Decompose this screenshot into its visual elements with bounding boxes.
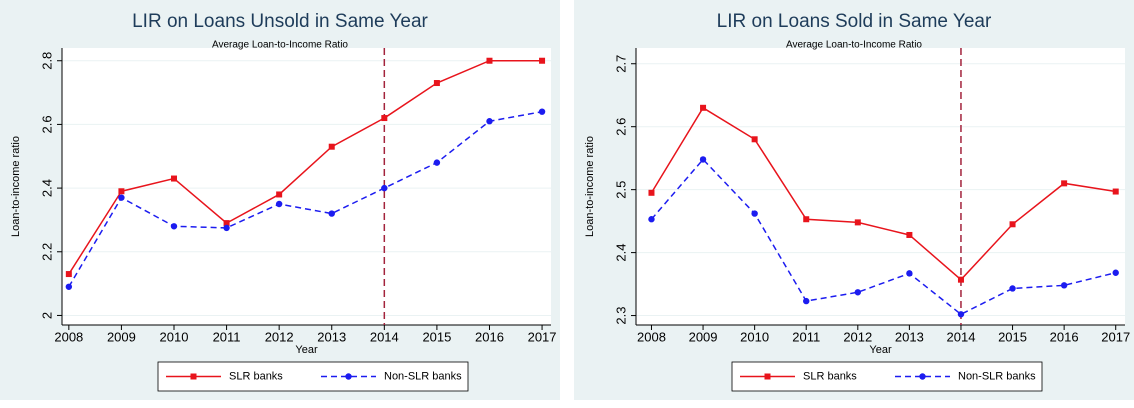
marker (751, 210, 758, 217)
x-tick-label: 2009 (689, 329, 718, 344)
x-tick-label: 2010 (740, 329, 769, 344)
marker (957, 311, 965, 318)
marker (433, 159, 441, 166)
legend-label: Non-SLR banks (384, 370, 462, 382)
x-tick-label: 2015 (998, 329, 1027, 344)
marker (118, 194, 125, 201)
marker (539, 57, 546, 64)
marker (699, 156, 707, 163)
x-tick-label: 2017 (1101, 329, 1130, 344)
marker (223, 220, 230, 227)
marker (803, 297, 810, 305)
x-tick-label: 2014 (947, 329, 976, 344)
x-axis-label: Year (295, 344, 318, 356)
x-tick-label: 2015 (422, 329, 451, 344)
y-tick-label: 2.2 (39, 243, 54, 261)
marker (381, 184, 388, 192)
marker (1061, 180, 1068, 187)
x-tick-label: 2012 (265, 329, 294, 344)
x-tick-label: 2009 (107, 329, 136, 344)
series-line (68, 59, 543, 275)
x-tick-label: 2008 (637, 329, 666, 344)
marker (486, 57, 493, 64)
marker (433, 80, 440, 87)
marker (648, 189, 655, 196)
marker (700, 104, 707, 111)
marker (328, 143, 335, 150)
plot-area (636, 48, 1125, 325)
marker (1112, 269, 1119, 276)
x-tick-label: 2016 (475, 329, 504, 344)
y-axis-label: Loan-to-income ratio (10, 136, 22, 237)
series-line (68, 110, 543, 288)
legend-label: SLR banks (803, 370, 857, 382)
marker (803, 216, 810, 223)
y-axis-label: Loan-to-income ratio (584, 136, 596, 237)
chart-subtitle: Average Loan-to-Income Ratio (786, 40, 922, 51)
marker (275, 200, 283, 208)
marker (65, 283, 73, 290)
x-tick-label: 2016 (1050, 329, 1079, 344)
marker (1009, 285, 1016, 292)
series-line (650, 158, 1116, 316)
marker (1060, 282, 1068, 289)
y-tick-label: 2.4 (39, 179, 54, 197)
y-tick-label: 2.5 (613, 181, 628, 199)
x-tick-label: 2013 (895, 329, 924, 344)
marker (538, 108, 546, 115)
marker (223, 224, 230, 232)
marker (854, 219, 861, 226)
y-tick-label: 2 (39, 312, 54, 319)
marker (118, 188, 125, 195)
marker (170, 223, 178, 230)
marker (854, 289, 862, 296)
x-axis-label: Year (869, 344, 892, 356)
marker (1009, 221, 1016, 228)
marker (764, 373, 771, 380)
y-tick-label: 2.4 (613, 244, 628, 262)
y-tick-label: 2.6 (613, 118, 628, 136)
plot-area (62, 48, 551, 325)
y-tick-label: 2.3 (613, 307, 628, 325)
marker (1112, 188, 1119, 195)
marker (170, 175, 177, 182)
y-tick-label: 2.6 (39, 115, 54, 133)
marker (328, 210, 335, 217)
x-tick-label: 2011 (792, 329, 820, 344)
x-tick-label: 2014 (370, 329, 399, 344)
series-line (650, 106, 1116, 281)
x-tick-label: 2017 (528, 329, 557, 344)
x-tick-label: 2011 (213, 329, 241, 344)
marker (957, 276, 964, 283)
x-tick-label: 2010 (160, 329, 189, 344)
legend-label: Non-SLR banks (958, 370, 1036, 382)
x-tick-label: 2013 (317, 329, 346, 344)
marker (919, 373, 926, 380)
chart-title: LIR on Loans Unsold in Same Year (132, 11, 428, 32)
x-tick-label: 2012 (843, 329, 872, 344)
marker (906, 270, 913, 277)
marker (906, 231, 913, 238)
marker (648, 216, 655, 223)
x-tick-label: 2008 (54, 329, 83, 344)
marker (381, 115, 388, 122)
legend-label: SLR banks (229, 370, 283, 382)
marker (345, 373, 352, 380)
chart-subtitle: Average Loan-to-Income Ratio (212, 40, 348, 51)
marker (190, 373, 197, 380)
y-tick-label: 2.7 (613, 55, 628, 73)
marker (486, 118, 493, 125)
chart-title: LIR on Loans Sold in Same Year (717, 11, 992, 32)
y-tick-label: 2.8 (39, 52, 54, 70)
marker (751, 136, 758, 143)
marker (276, 191, 283, 198)
marker (65, 271, 72, 278)
